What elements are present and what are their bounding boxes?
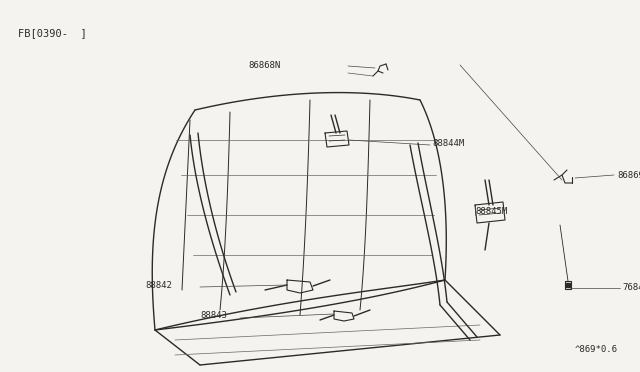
Text: ^869*0.6: ^869*0.6: [575, 345, 618, 354]
Text: 76848F: 76848F: [622, 282, 640, 292]
Text: 88844M: 88844M: [432, 138, 464, 148]
Text: 88842: 88842: [145, 282, 172, 291]
Text: 88843: 88843: [200, 311, 227, 321]
Text: FB[0390-  ]: FB[0390- ]: [18, 28, 87, 38]
Text: 88845M: 88845M: [475, 208, 508, 217]
Text: 86869M: 86869M: [617, 170, 640, 180]
Text: 86868N: 86868N: [248, 61, 280, 70]
